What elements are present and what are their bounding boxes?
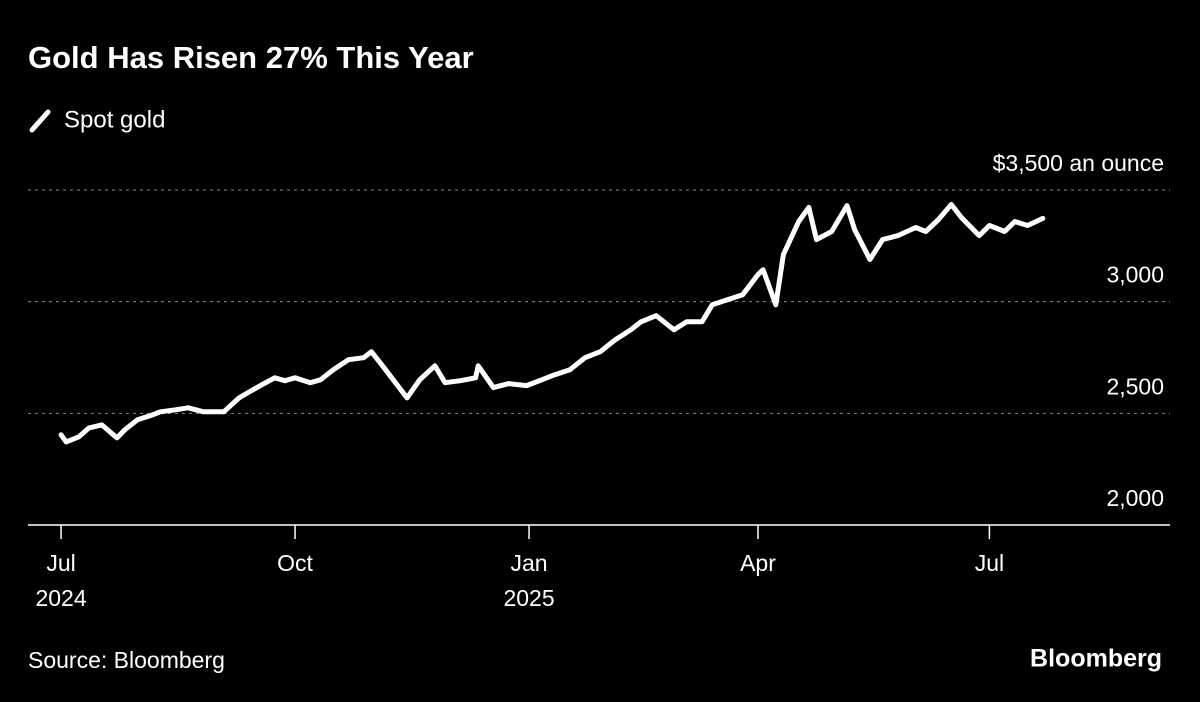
y-tick-label: 3,000 <box>1106 262 1164 288</box>
logo: Bloomberg <box>1030 645 1162 673</box>
x-tick-label: Jul <box>46 550 75 576</box>
legend-icon <box>29 109 51 133</box>
x-tick-label: Oct <box>277 550 313 576</box>
x-tick-label: Apr <box>740 550 776 576</box>
chart-title: Gold Has Risen 27% This Year <box>28 40 474 75</box>
x-tick-label: Jan <box>511 550 548 576</box>
x-tick-label: Jul <box>975 550 1004 576</box>
x-tick-label: 2024 <box>35 585 86 611</box>
data-line <box>58 202 1046 445</box>
source: Source: Bloomberg <box>28 647 225 673</box>
y-tick-label: $3,500 an ounce <box>993 150 1164 176</box>
y-tick-label: 2,000 <box>1106 485 1164 511</box>
y-tick-label: 2,500 <box>1106 373 1164 399</box>
legend-label: Spot gold <box>64 106 165 133</box>
x-tick-label: 2025 <box>503 585 554 611</box>
